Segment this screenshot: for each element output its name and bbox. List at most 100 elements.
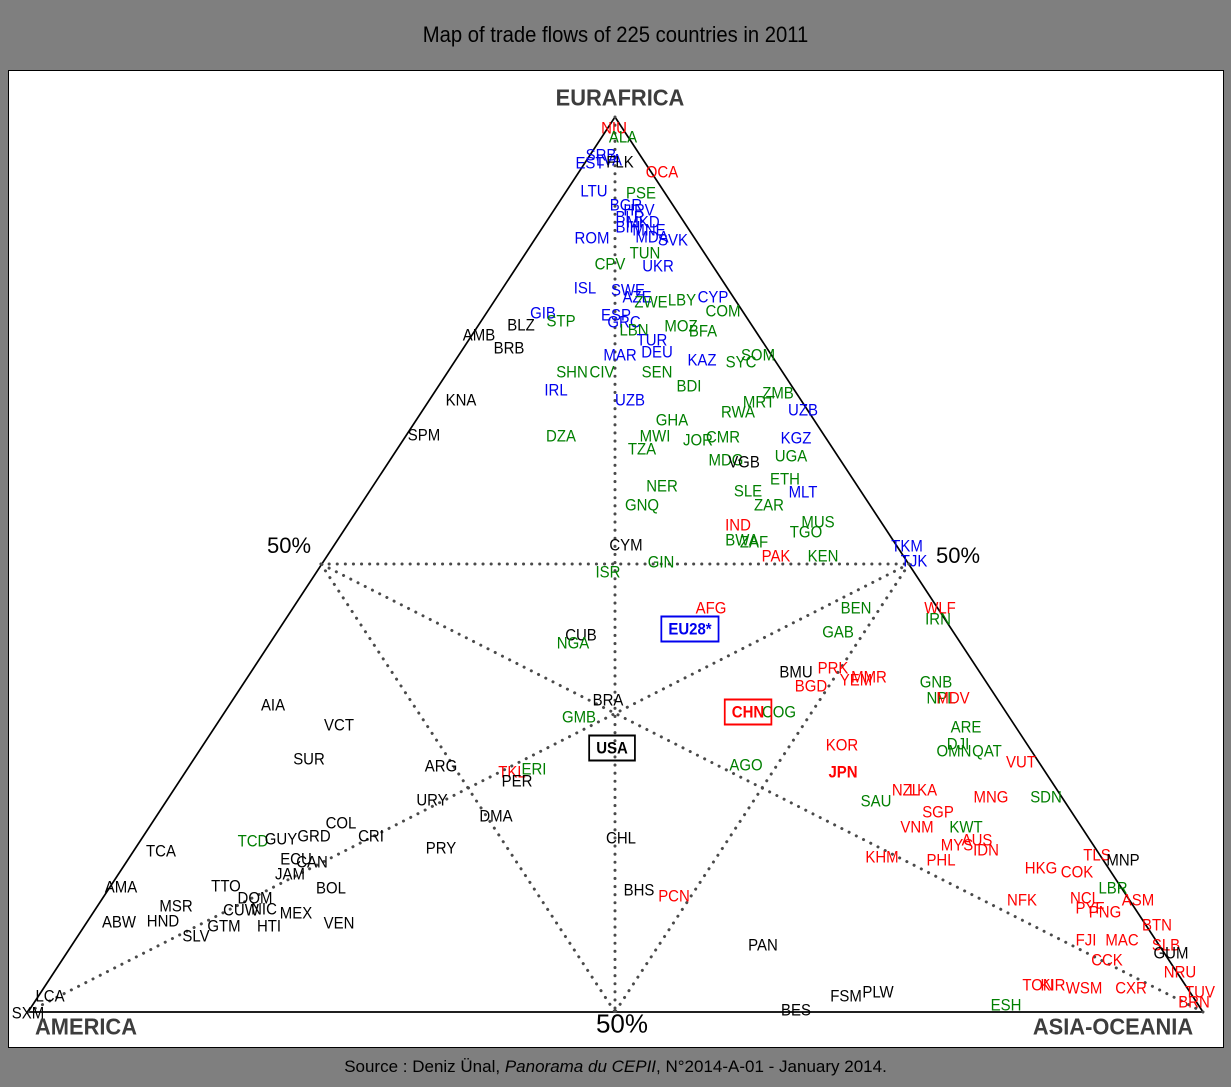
country-label-ton: TON bbox=[1022, 975, 1054, 995]
country-label-rom: ROM bbox=[574, 228, 610, 248]
country-label-pcn: PCN bbox=[658, 886, 690, 906]
country-label-tun: TUN bbox=[629, 243, 661, 263]
country-label-fsm: FSM bbox=[830, 986, 862, 1006]
country-label-cpv: CPV bbox=[594, 254, 626, 274]
country-label-cok: COK bbox=[1060, 862, 1094, 882]
country-label-qat: QAT bbox=[972, 741, 1002, 761]
country-label-sur: SUR bbox=[293, 749, 325, 769]
country-label-idn: IDN bbox=[973, 840, 999, 860]
country-label-tls: TLS bbox=[1083, 845, 1111, 865]
country-label-svk: SVK bbox=[658, 230, 688, 250]
country-label-mac: MAC bbox=[1105, 930, 1139, 950]
country-label-jam: JAM bbox=[275, 864, 305, 884]
country-label-gab: GAB bbox=[822, 622, 854, 642]
country-label-cuw: CUW bbox=[223, 900, 259, 920]
country-label-kaz: KAZ bbox=[687, 350, 717, 370]
country-label-cri: CRI bbox=[358, 826, 384, 846]
country-label-fji: FJI bbox=[1075, 930, 1097, 950]
country-label-uzb: UZB bbox=[788, 400, 818, 420]
source-suffix: , N°2014-A-01 - January 2014. bbox=[656, 1056, 887, 1076]
country-label-ago: AGO bbox=[729, 755, 763, 775]
country-label-moz: MOZ bbox=[664, 316, 698, 336]
country-label-sxm: SXM bbox=[11, 1003, 45, 1023]
country-label-niu: NIU bbox=[601, 118, 627, 138]
country-label-irn: IRN bbox=[925, 609, 951, 629]
country-label-nic: NIC bbox=[251, 899, 277, 919]
country-label-gum: GUM bbox=[1153, 943, 1189, 963]
country-label-mda: MDA bbox=[635, 227, 669, 247]
country-label-sle: SLE bbox=[733, 481, 763, 501]
country-label-uga: UGA bbox=[774, 446, 808, 466]
vertex-label-eurafrica: EURAFRICA bbox=[555, 84, 685, 111]
country-label-hti: HTI bbox=[256, 916, 282, 936]
country-label-spm: SPM bbox=[407, 425, 441, 445]
country-label-blr: BLR bbox=[615, 207, 645, 227]
country-label-cym: CYM bbox=[609, 535, 643, 555]
country-label-eth: ETH bbox=[770, 469, 800, 489]
country-label-pyf: PYF bbox=[1075, 898, 1105, 918]
country-label-bdi: BDI bbox=[676, 376, 702, 396]
country-label-hnd: HND bbox=[146, 911, 180, 931]
country-label-vct: VCT bbox=[324, 715, 354, 735]
country-label-bmu: BMU bbox=[779, 662, 813, 682]
country-label-afg: AFG bbox=[695, 598, 727, 618]
country-label-gib: GIB bbox=[530, 303, 556, 323]
country-label-hkg: HKG bbox=[1024, 858, 1058, 878]
country-label-stp: STP bbox=[546, 311, 576, 331]
country-label-cxr: CXR bbox=[1115, 978, 1147, 998]
country-label-gha: GHA bbox=[655, 410, 689, 430]
country-label-swe: SWE bbox=[610, 280, 646, 300]
country-label-pse: PSE bbox=[626, 183, 656, 203]
country-label-ind: IND bbox=[725, 515, 751, 535]
country-label-chn: CHN bbox=[723, 698, 773, 726]
country-label-guy: GUY bbox=[264, 829, 298, 849]
country-label-ukr: UKR bbox=[642, 256, 674, 276]
country-label-wlf: WLF bbox=[924, 598, 956, 618]
country-label-per: PER bbox=[501, 771, 533, 791]
country-label-bra: BRA bbox=[592, 690, 624, 710]
country-label-flk: FLK bbox=[606, 152, 634, 172]
country-label-lca: LCA bbox=[35, 986, 65, 1006]
country-label-kgz: KGZ bbox=[780, 428, 812, 448]
source-bar: Source : Deniz Ünal, Panorama du CEPII, … bbox=[0, 1046, 1231, 1087]
country-label-uzb: UZB bbox=[615, 390, 645, 410]
country-label-mdg: MDG bbox=[708, 450, 744, 470]
country-label-dma: DMA bbox=[479, 806, 513, 826]
country-label-tgo: TGO bbox=[789, 522, 823, 542]
country-label-bes: BES bbox=[781, 1000, 811, 1020]
country-label-ner: NER bbox=[646, 476, 678, 496]
country-label-lby: LBY bbox=[667, 290, 697, 310]
country-label-jpn: JPN bbox=[828, 762, 858, 782]
country-label-shn: SHN bbox=[556, 362, 588, 382]
country-label-zwe: ZWE bbox=[634, 292, 668, 312]
country-label-tto: TTO bbox=[211, 876, 241, 896]
figure-title: Map of trade flows of 225 countries in 2… bbox=[422, 22, 809, 47]
country-label-tuv: TUV bbox=[1185, 982, 1215, 1002]
country-label-com: COM bbox=[705, 301, 741, 321]
country-label-lbn: LBN bbox=[619, 320, 649, 340]
country-label-nru: NRU bbox=[1163, 962, 1197, 982]
country-label-mng: MNG bbox=[973, 787, 1009, 807]
country-label-dji: DJI bbox=[946, 734, 970, 754]
country-label-msr: MSR bbox=[159, 896, 193, 916]
country-label-nga: NGA bbox=[556, 633, 590, 653]
country-label-brb: BRB bbox=[493, 338, 525, 358]
country-label-ven: VEN bbox=[323, 913, 355, 933]
country-label-vgb: VGB bbox=[728, 452, 760, 472]
country-label-vut: VUT bbox=[1006, 752, 1036, 772]
country-label-bhs: BHS bbox=[623, 880, 655, 900]
country-label-mar: MAR bbox=[603, 345, 637, 365]
country-label-esh: ESH bbox=[990, 995, 1022, 1015]
country-label-abw: ABW bbox=[101, 912, 137, 932]
country-label-tcd: TCD bbox=[237, 831, 269, 851]
country-label-bwa: BWA bbox=[725, 530, 759, 550]
country-label-sen: SEN bbox=[641, 362, 673, 382]
country-label-tza: TZA bbox=[627, 439, 657, 459]
country-label-isl: ISL bbox=[573, 278, 597, 298]
country-label-btn: BTN bbox=[1142, 915, 1172, 935]
country-label-zar: ZAR bbox=[754, 495, 784, 515]
country-label-slv: SLV bbox=[182, 926, 210, 946]
country-label-arg: ARG bbox=[424, 756, 458, 776]
country-label-gin: GIN bbox=[647, 552, 675, 572]
percent-label-0: 50% bbox=[266, 533, 312, 558]
